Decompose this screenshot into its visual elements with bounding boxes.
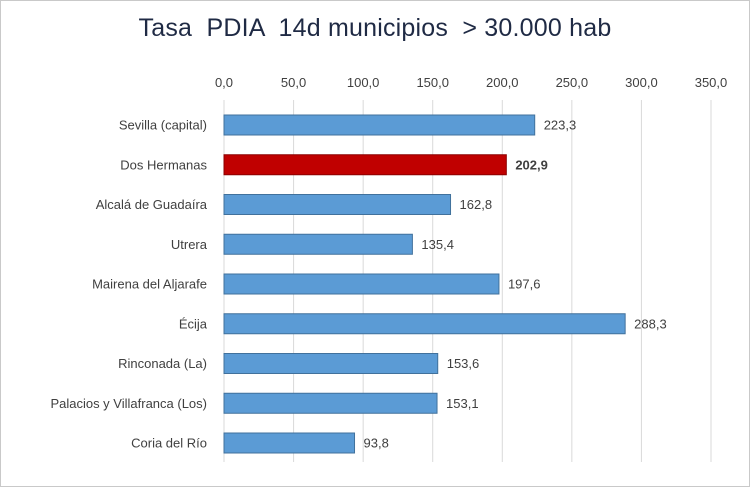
category-label: Mairena del Aljarafe (92, 277, 207, 292)
x-tick-label: 250,0 (556, 75, 589, 90)
bar (223, 353, 439, 374)
category-label: Alcalá de Guadaíra (96, 197, 208, 212)
category-label: Palacios y Villafranca (Los) (50, 396, 207, 411)
chart-title: Tasa PDIA 14d municipios > 30.000 hab (138, 14, 612, 42)
data-label: 162,8 (460, 197, 493, 212)
data-label: 197,6 (508, 277, 541, 292)
data-label: 93,8 (364, 436, 389, 451)
category-labels: Sevilla (capital) Dos Hermanas Alcalá de G… (50, 118, 207, 451)
category-label: Dos Hermanas (120, 157, 207, 172)
category-label: Rinconada (La) (118, 356, 207, 371)
bar (223, 392, 438, 414)
category-label: Écija (179, 316, 208, 331)
x-tick-label: 300,0 (625, 75, 658, 90)
data-label: 202,9 (515, 157, 548, 172)
x-tick-label: 350,0 (695, 75, 728, 90)
x-tick-label: 150,0 (416, 75, 449, 90)
category-label: Coria del Río (131, 436, 207, 451)
data-label: 153,6 (447, 356, 480, 371)
bar (223, 233, 413, 255)
bar (223, 114, 536, 136)
x-axis-ticks: 0,0 50,0 100,0 150,0 200,0 250,0 300,0 350,0 (215, 75, 727, 90)
data-label: 153,1 (446, 396, 479, 411)
data-label: 288,3 (634, 316, 667, 331)
data-label: 223,3 (544, 118, 577, 133)
bar (223, 432, 356, 454)
category-label: Utrera (171, 237, 208, 252)
x-tick-label: 50,0 (281, 75, 306, 90)
x-tick-label: 100,0 (347, 75, 380, 90)
category-label: Sevilla (capital) (119, 118, 207, 133)
bar (223, 194, 452, 215)
data-label: 135,4 (421, 237, 454, 252)
bar-highlighted (223, 154, 507, 176)
bar (223, 273, 500, 295)
bar (223, 313, 626, 335)
data-labels: 223,3 202,9 162,8 135,4 197,6 288,3 153,6 153,1… (364, 118, 667, 451)
x-tick-label: 0,0 (215, 75, 233, 90)
x-tick-label: 200,0 (486, 75, 519, 90)
bars (223, 114, 626, 454)
